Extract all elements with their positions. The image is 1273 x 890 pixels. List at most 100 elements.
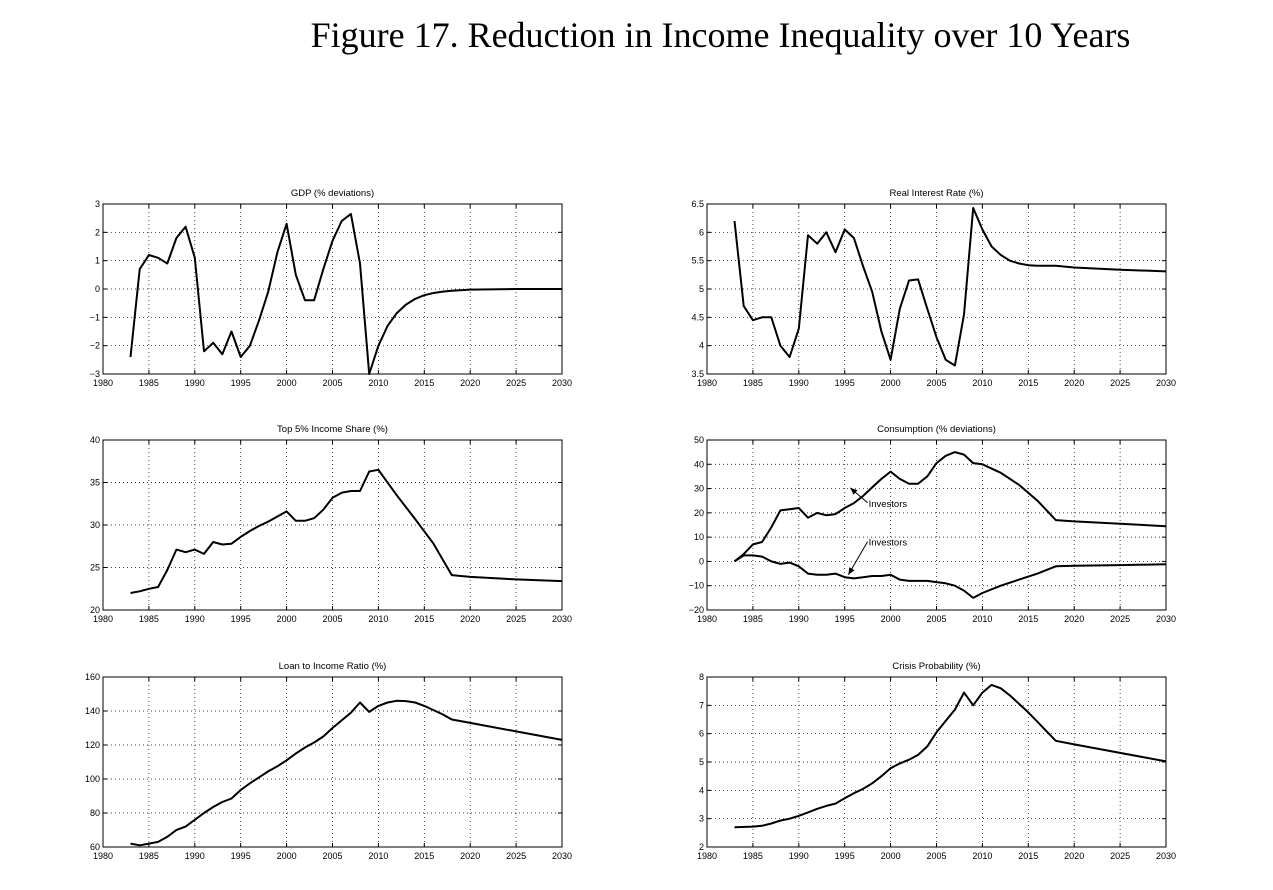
y-tick-label: 0	[95, 284, 100, 294]
series-line-1	[129, 212, 562, 375]
chart-title: Loan to Income Ratio (%)	[279, 661, 387, 672]
x-tick-label: 2015	[1018, 851, 1038, 861]
x-tick-label: 2010	[972, 614, 992, 624]
x-tick-label: 1995	[835, 851, 855, 861]
y-tick-label: 3	[699, 814, 704, 824]
x-tick-label: 2010	[972, 851, 992, 861]
series-line-1	[733, 207, 1167, 367]
x-tick-label: 2015	[1018, 614, 1038, 624]
y-tick-label: −2	[90, 341, 100, 351]
x-tick-label: 2030	[552, 614, 572, 624]
x-tick-label: 1990	[185, 851, 205, 861]
y-tick-label: 2	[699, 842, 704, 852]
y-tick-label: 5	[699, 757, 704, 767]
y-tick-label: 120	[85, 740, 100, 750]
y-tick-label: 6	[699, 227, 704, 237]
x-tick-label: 2020	[1064, 378, 1084, 388]
chart-title: Consumption (% deviations)	[877, 424, 996, 435]
x-tick-label: 2020	[460, 614, 480, 624]
y-tick-label: −3	[90, 369, 100, 379]
y-tick-label: 5.5	[691, 256, 704, 266]
x-tick-label: 1980	[697, 851, 717, 861]
x-tick-label: 2000	[277, 378, 297, 388]
x-tick-label: 1985	[139, 851, 159, 861]
y-tick-label: 40	[694, 459, 704, 469]
x-tick-label: 2025	[506, 614, 526, 624]
series-line-1	[130, 468, 563, 594]
x-tick-label: 2030	[1156, 851, 1176, 861]
x-tick-label: 2025	[1110, 378, 1130, 388]
x-tick-label: 2005	[322, 378, 342, 388]
y-tick-label: 3	[95, 199, 100, 209]
x-tick-label: 1990	[789, 614, 809, 624]
x-tick-label: 1995	[231, 378, 251, 388]
y-tick-label: 10	[694, 532, 704, 542]
y-tick-label: 100	[85, 774, 100, 784]
chart-panel-4: 1980 1985 1990 1995 2000 2005 2010 2015 2020 2025…	[689, 424, 1176, 624]
x-tick-label: 1995	[231, 851, 251, 861]
x-tick-label: 2020	[1064, 614, 1084, 624]
x-tick-label: 1980	[93, 378, 113, 388]
x-tick-label: 2020	[1064, 851, 1084, 861]
x-tick-label: 2000	[881, 378, 901, 388]
y-tick-label: 0	[699, 556, 704, 566]
y-tick-label: 8	[699, 672, 704, 682]
x-tick-label: 2030	[1156, 614, 1176, 624]
y-tick-label: −1	[90, 312, 100, 322]
x-tick-label: 1985	[139, 378, 159, 388]
x-tick-label: 2000	[881, 614, 901, 624]
x-tick-label: 2005	[322, 614, 342, 624]
y-tick-label: 6	[699, 729, 704, 739]
y-tick-label: 4	[699, 785, 704, 795]
x-tick-label: 2020	[460, 851, 480, 861]
y-tick-label: 30	[90, 520, 100, 530]
x-tick-label: 2025	[506, 378, 526, 388]
x-tick-label: 2010	[368, 851, 388, 861]
series-line-1	[733, 451, 1167, 563]
x-tick-label: 2010	[972, 378, 992, 388]
y-tick-label: 140	[85, 706, 100, 716]
x-tick-label: 1990	[185, 614, 205, 624]
y-tick-label: 2	[95, 227, 100, 237]
x-tick-label: 2020	[460, 378, 480, 388]
x-tick-label: 2005	[926, 614, 946, 624]
x-tick-label: 2000	[881, 851, 901, 861]
annotation-label: Investors	[869, 538, 908, 549]
x-tick-label: 1990	[789, 378, 809, 388]
x-tick-label: 1985	[139, 614, 159, 624]
x-tick-label: 1990	[185, 378, 205, 388]
series-line-1	[130, 699, 563, 847]
x-tick-label: 2015	[414, 851, 434, 861]
chart-panel-1: 1980 1985 1990 1995 2000 2005 2010 2015 2020 2025…	[90, 188, 572, 388]
y-tick-label: 3.5	[691, 369, 704, 379]
y-tick-label: 40	[90, 435, 100, 445]
y-tick-label: 4	[699, 341, 704, 351]
x-tick-label: 2030	[552, 851, 572, 861]
x-tick-label: 1985	[743, 851, 763, 861]
x-tick-label: 2025	[1110, 851, 1130, 861]
y-tick-label: 20	[694, 508, 704, 518]
x-tick-label: 2015	[414, 378, 434, 388]
x-tick-label: 2030	[1156, 378, 1176, 388]
series-line-1	[734, 683, 1167, 829]
x-tick-label: 1980	[697, 378, 717, 388]
x-tick-label: 2000	[277, 851, 297, 861]
x-tick-label: 2005	[926, 378, 946, 388]
x-tick-label: 2005	[322, 851, 342, 861]
y-tick-label: 20	[90, 605, 100, 615]
x-tick-label: 1990	[789, 851, 809, 861]
x-tick-label: 2025	[506, 851, 526, 861]
chart-panel-2: 1980 1985 1990 1995 2000 2005 2010 2015 2020 2025…	[691, 188, 1176, 388]
x-tick-label: 1980	[697, 614, 717, 624]
x-tick-label: 1980	[93, 614, 113, 624]
chart-title: Top 5% Income Share (%)	[277, 424, 388, 435]
y-tick-label: 7	[699, 700, 704, 710]
y-tick-label: 1	[95, 256, 100, 266]
y-tick-label: 30	[694, 484, 704, 494]
chart-panel-5: 1980 1985 1990 1995 2000 2005 2010 2015 2020 2025…	[85, 661, 572, 861]
y-tick-label: 5	[699, 284, 704, 294]
chart-title: Real Interest Rate (%)	[890, 188, 984, 199]
chart-title: GDP (% deviations)	[291, 188, 374, 199]
x-tick-label: 1995	[231, 614, 251, 624]
